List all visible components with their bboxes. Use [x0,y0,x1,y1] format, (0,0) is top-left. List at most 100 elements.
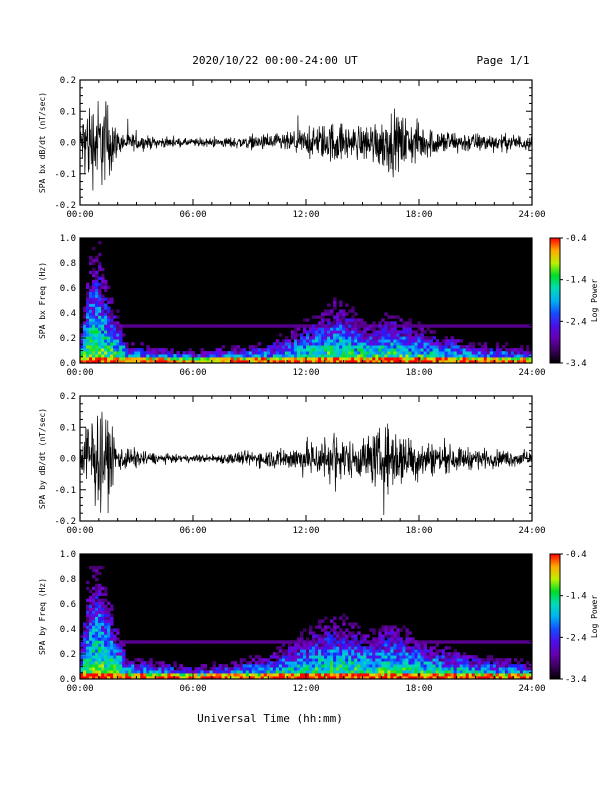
spectrogram-cell [399,652,403,656]
spectrogram-cell [420,667,424,671]
spectrogram-cell [209,354,213,358]
spectrogram-cell [339,646,343,650]
spectrogram-cell [83,360,87,364]
spectrogram-cell [92,670,96,674]
spectrogram-cell [245,676,250,680]
spectrogram-cell [200,664,204,668]
spectrogram-cell [161,354,165,358]
spectrogram-cell [176,640,180,644]
spectrogram-cell [432,658,436,662]
spectrogram-cell [462,357,467,361]
spectrogram-cell [411,336,415,340]
spectrogram-cell [206,354,210,358]
spectrogram-cell [101,306,105,310]
spectrogram-cell [402,357,406,361]
x-tick-label: 18:00 [405,210,432,220]
spectrogram-cell [447,345,452,349]
spectrogram-cell [324,652,328,656]
spectrogram-cell [396,345,400,349]
spectrogram-cell [107,637,111,641]
spectrogram-cell [345,664,349,668]
spectrogram-cell [101,282,105,287]
spectrogram-cell [272,360,277,364]
spectrogram-cell [351,360,355,364]
spectrogram-cell [98,288,102,292]
spectrogram-cell [384,324,388,328]
spectrogram-cell [441,351,446,355]
spectrogram-cell [324,309,328,313]
spectrogram-cell [149,667,153,671]
spectrogram-cell [414,330,418,334]
spectrogram-cell [119,664,123,668]
spectrogram-cell [339,655,343,659]
spectrogram-cell [333,327,337,331]
spectrogram-cell [110,634,114,638]
spectrogram-cell [89,300,93,304]
spectrogram-cell [92,655,96,659]
spectrogram-cell [333,652,337,656]
spectrogram-cell [372,360,376,364]
spectrogram-cell [110,348,114,352]
spectrogram-cell [92,604,96,608]
spectrogram-cell [122,345,126,349]
spectrogram-cell [417,661,421,665]
spectrogram-cell [435,667,439,671]
spectrogram-cell [408,664,412,668]
spectrogram-cell [128,640,132,644]
spectrogram-cell [369,339,373,343]
spectrogram-cell [131,661,135,665]
spectrogram-cell [134,351,138,355]
spectrogram-cell [203,673,207,677]
spectrogram-cell [269,345,274,349]
spectrogram-cell [302,652,307,656]
spectrogram-cell [80,676,84,680]
spectrogram-cell [89,315,93,319]
spectrogram-cell [411,324,415,328]
spectrogram-cell [393,321,397,325]
y-tick-label: -0.1 [54,486,76,496]
spectrogram-cell [101,297,105,301]
spectrogram-cell [333,637,337,641]
spectrogram-cell [498,360,503,364]
spectrogram-cell [309,676,313,680]
spectrogram-cell [414,667,418,671]
spectrogram-cell [471,640,476,644]
spectrogram-cell [495,324,500,328]
spectrogram-cell [369,333,373,337]
spectrogram-cell [92,324,96,328]
spectrogram-cell [251,676,256,680]
spectrogram-cell [351,357,355,361]
spectrogram-cell [101,622,105,626]
spectrogram-cell [143,670,147,674]
spectrogram-cell [107,673,111,677]
spectrogram-cell [278,649,283,653]
spectrogram-cell [290,342,295,346]
spectrogram-cell [149,357,153,361]
spectrogram-cell [348,676,352,680]
spectrogram-cell [293,333,298,337]
spectrogram-cell [92,652,96,656]
spectrogram-cell [98,598,102,603]
spectrogram-cell [351,327,355,331]
spectrogram-cell [98,327,102,331]
spectrogram-cell [299,324,304,328]
spectrogram-cell [131,348,135,352]
spectrogram-cell [92,613,96,617]
spectrogram-cell [339,616,343,620]
spectrogram-cell [257,664,262,668]
spectrogram-cell [438,348,442,352]
spectrogram-cell [293,643,298,647]
spectrogram-cell [92,360,96,364]
spectrogram-cell [423,661,427,665]
spectrogram-cell [299,336,304,340]
spectrogram-cell [372,330,376,334]
spectrogram-cell [306,670,310,674]
spectrogram-cell [98,673,102,677]
spectrogram-cell [528,351,533,355]
spectrogram-cell [327,655,331,659]
spectrogram-cell [251,664,256,668]
spectrogram-cell [107,297,111,301]
spectrogram-cell [83,664,87,668]
spectrogram-cell [281,670,286,674]
spectrogram-cell [411,360,415,364]
